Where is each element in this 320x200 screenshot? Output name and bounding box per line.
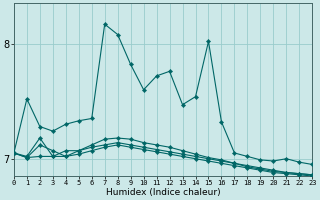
X-axis label: Humidex (Indice chaleur): Humidex (Indice chaleur) [106, 188, 220, 197]
